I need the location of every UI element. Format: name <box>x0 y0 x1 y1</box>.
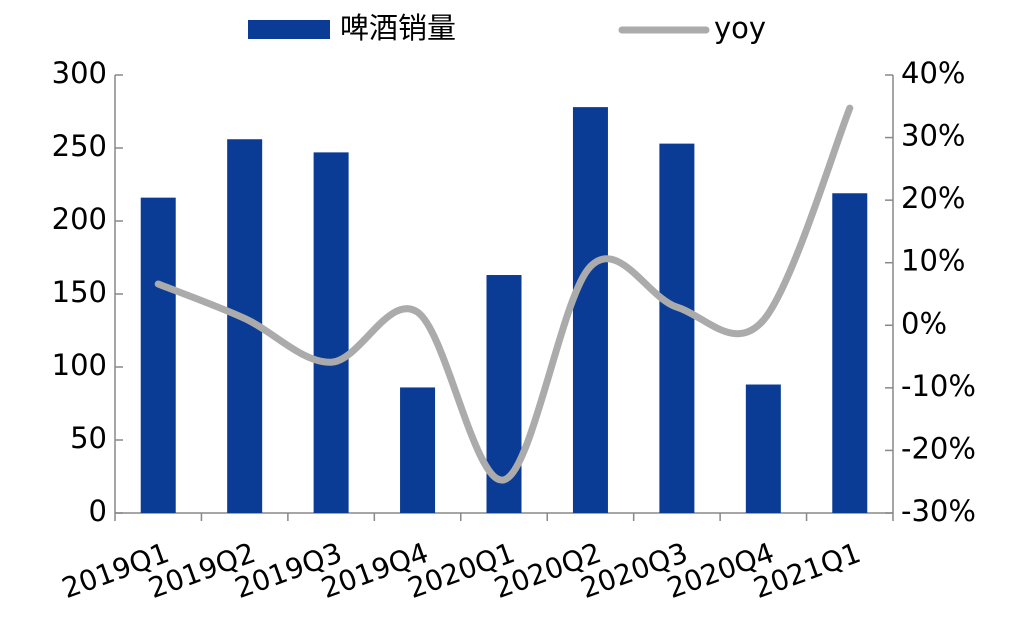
bar <box>140 197 176 513</box>
y2-tick-label: 0% <box>901 306 947 340</box>
y2-tick-label: -30% <box>901 494 976 528</box>
bar <box>659 143 695 513</box>
bar <box>745 384 781 513</box>
y2-tick-label: 40% <box>901 56 965 90</box>
line <box>154 104 854 484</box>
y-tick-label: 100 <box>52 348 107 382</box>
y2-tick-label: 30% <box>901 119 965 153</box>
y2-tick-label: 20% <box>901 181 965 215</box>
bar <box>313 152 349 513</box>
legend-swatch <box>248 20 330 39</box>
legend-label: yoy <box>714 11 766 45</box>
y-tick-label: 300 <box>52 56 107 90</box>
y2-tick-label: -10% <box>901 369 976 403</box>
y-tick-label: 150 <box>52 275 107 309</box>
y2-tick-label: -20% <box>901 431 976 465</box>
y-tick-label: 0 <box>89 494 107 528</box>
bar <box>832 193 868 513</box>
bar <box>572 107 608 514</box>
legend-label: 啤酒销量 <box>340 11 456 45</box>
y-tick-label: 250 <box>52 129 107 163</box>
y-tick-label: 200 <box>52 202 107 236</box>
y2-tick-label: 10% <box>901 244 965 278</box>
bar <box>400 387 436 513</box>
y-tick-label: 50 <box>70 421 107 455</box>
